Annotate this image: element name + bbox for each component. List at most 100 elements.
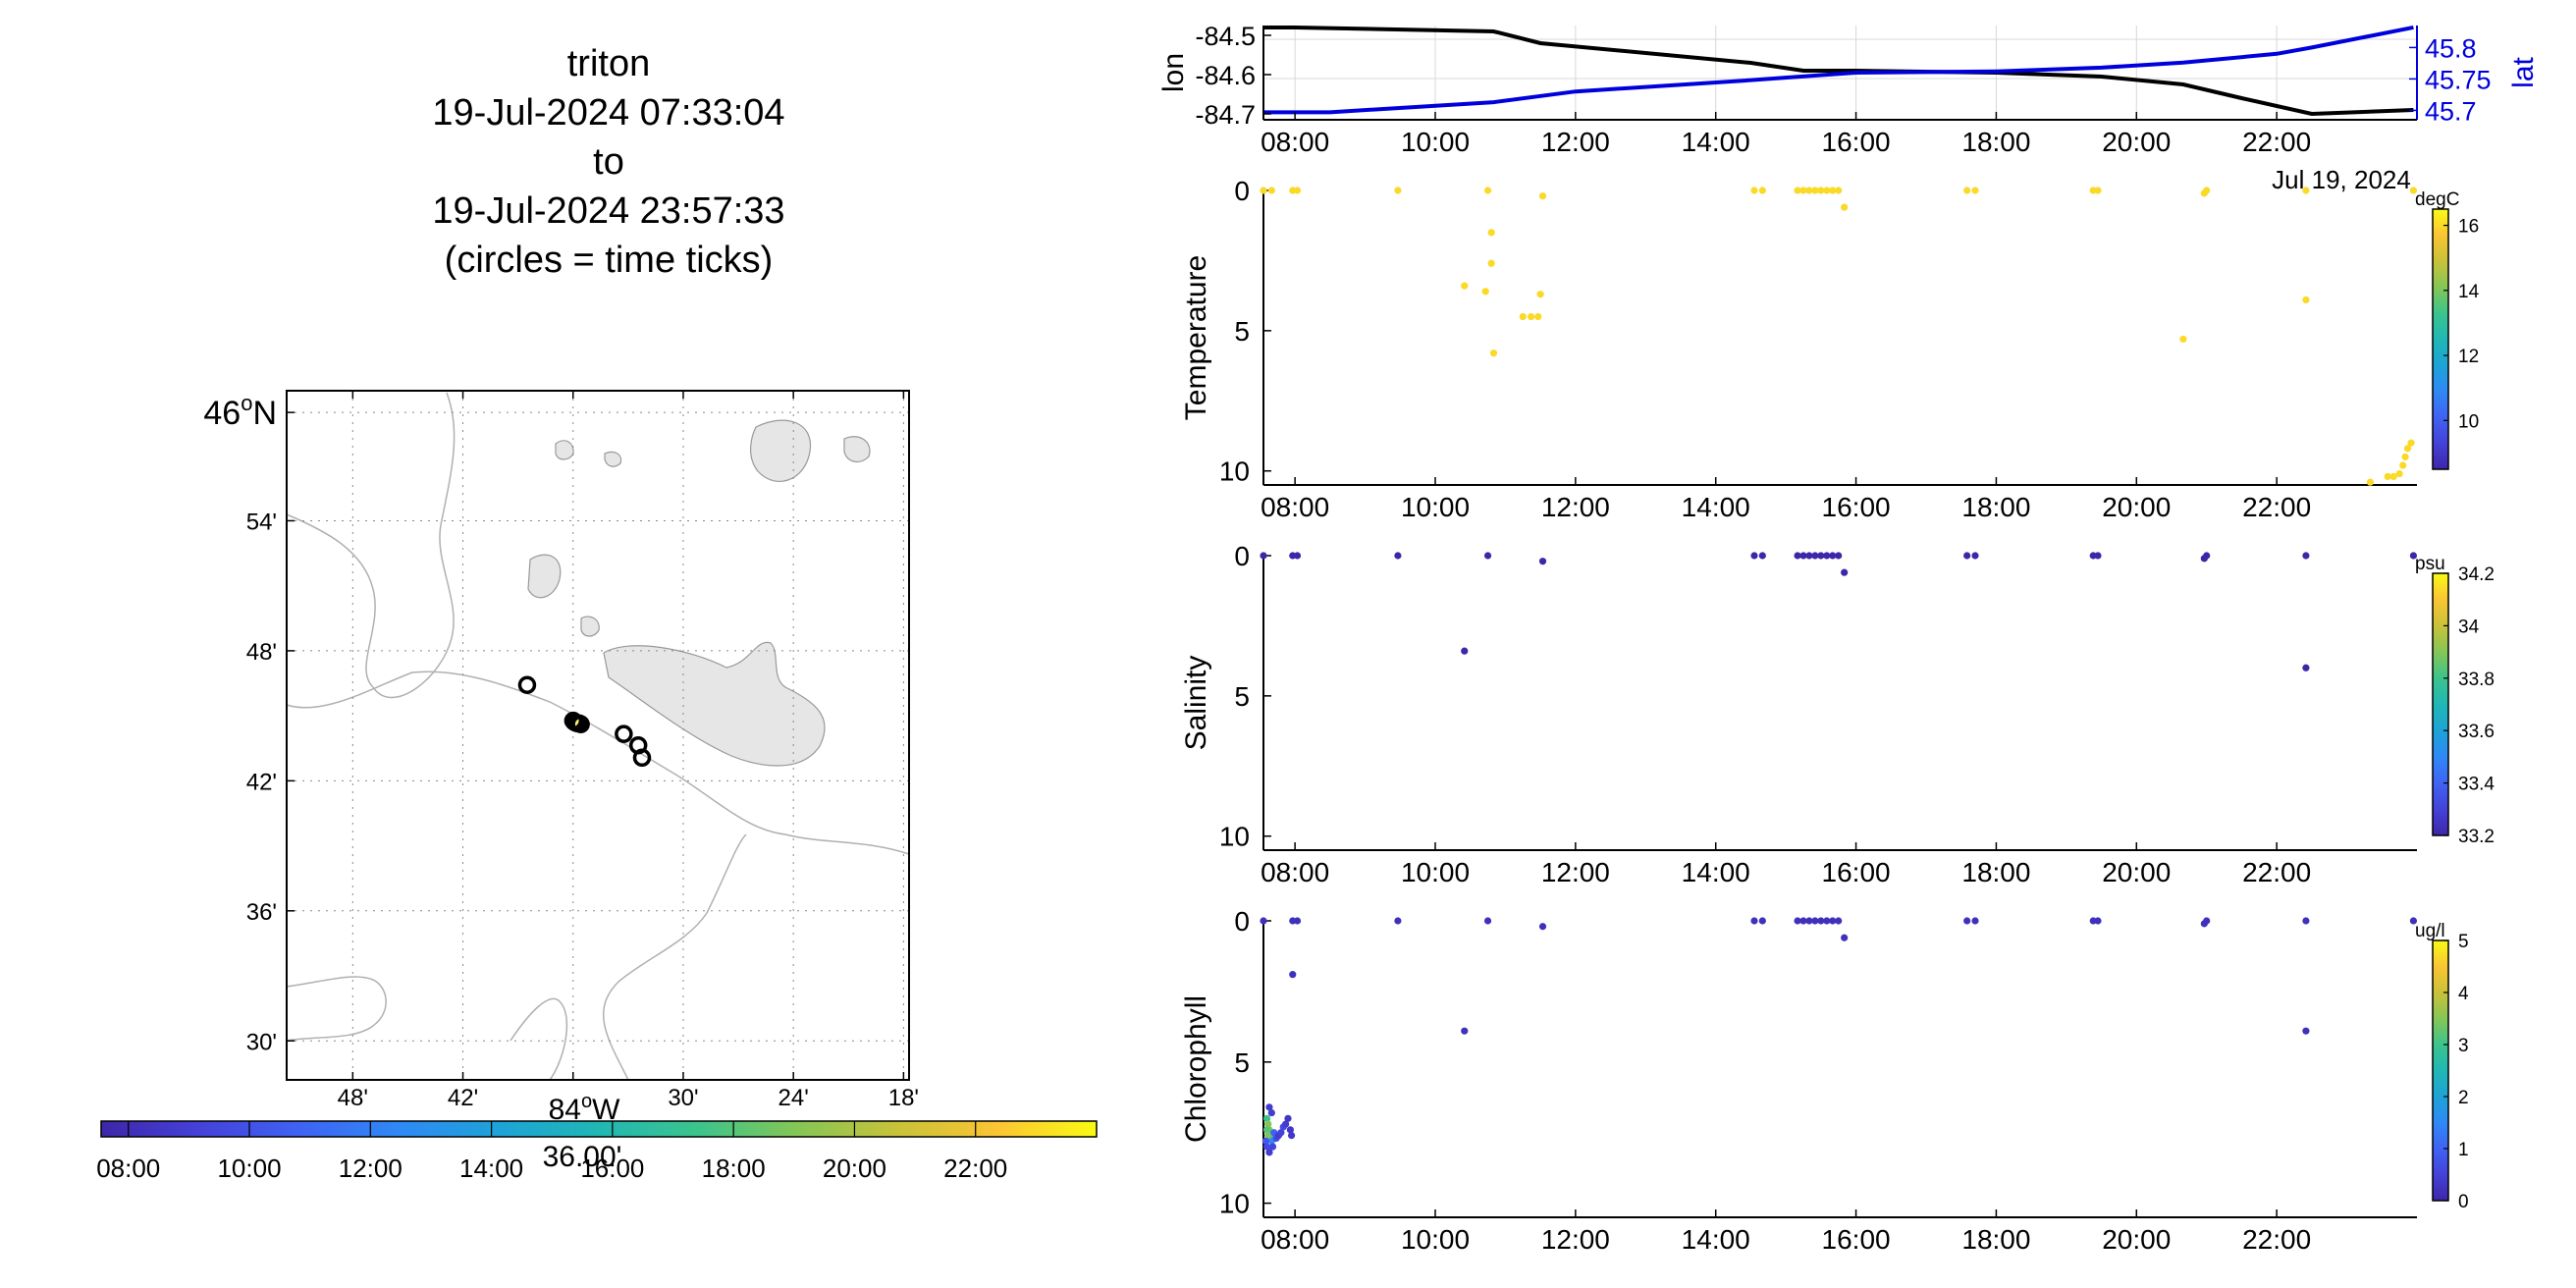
data-point bbox=[1394, 187, 1402, 194]
colorbar-label: 3 bbox=[2458, 1036, 2469, 1056]
data-point bbox=[1823, 552, 1831, 560]
x-tick-label: 16:00 bbox=[1822, 857, 1891, 887]
colorbar-label: 0 bbox=[2458, 1192, 2469, 1212]
data-point bbox=[1794, 552, 1801, 560]
data-point bbox=[1282, 1120, 1290, 1128]
data-point bbox=[2366, 478, 2374, 486]
track-circle bbox=[517, 675, 537, 694]
y-axis-label: Chlorophyll bbox=[1180, 995, 1212, 1143]
island-small bbox=[527, 554, 562, 599]
data-point bbox=[1829, 917, 1837, 925]
y2-tick-label: 45.7 bbox=[2425, 96, 2477, 126]
track-circle bbox=[571, 715, 590, 733]
data-point bbox=[1971, 917, 1979, 925]
colorbar-label: 1 bbox=[2458, 1140, 2469, 1160]
colorbar-label: 33.8 bbox=[2458, 670, 2495, 690]
data-point bbox=[1461, 1027, 1469, 1035]
y2-axis-label: lat bbox=[2507, 56, 2540, 87]
coastline-south bbox=[603, 833, 747, 1081]
x-tick-label: 08:00 bbox=[1261, 1224, 1329, 1255]
data-point bbox=[1794, 917, 1801, 925]
map-lon-label: 18' bbox=[888, 1085, 919, 1111]
time-colorbar-label: 22:00 bbox=[943, 1154, 1007, 1183]
map-lon-label: 30' bbox=[668, 1085, 698, 1111]
track-circle bbox=[632, 748, 652, 768]
x-tick-label: 14:00 bbox=[1682, 127, 1750, 157]
x-tick-label: 12:00 bbox=[1541, 1224, 1610, 1255]
time-colorbar-label: 18:00 bbox=[702, 1154, 766, 1183]
data-point bbox=[1823, 187, 1831, 194]
data-point bbox=[1835, 917, 1843, 925]
lat-series-line bbox=[1263, 25, 2414, 115]
y-tick-label: 5 bbox=[1234, 681, 1250, 712]
x-tick-label: 16:00 bbox=[1822, 127, 1891, 157]
data-point bbox=[1841, 568, 1849, 576]
y-tick-label: 0 bbox=[1234, 541, 1250, 571]
x-tick-label: 10:00 bbox=[1401, 127, 1470, 157]
data-point bbox=[1487, 229, 1495, 237]
time-colorbar-label: 20:00 bbox=[823, 1154, 886, 1183]
x-tick-label: 22:00 bbox=[2242, 492, 2311, 522]
x-tick-label: 08:00 bbox=[1261, 492, 1329, 522]
colorbar-label: 14 bbox=[2458, 282, 2480, 302]
data-point bbox=[1262, 1114, 1271, 1122]
colorbar-label: 33.4 bbox=[2458, 775, 2495, 795]
data-point bbox=[2302, 1027, 2310, 1035]
island-north bbox=[555, 440, 574, 460]
data-point bbox=[1528, 312, 1535, 321]
colorbar-label: 16 bbox=[2458, 217, 2479, 238]
colorbar-units: psu bbox=[2415, 554, 2445, 574]
title-to: to bbox=[593, 141, 624, 183]
x-tick-label: 20:00 bbox=[2102, 857, 2171, 887]
title-vehicle: triton bbox=[566, 43, 651, 84]
data-point bbox=[1835, 187, 1843, 194]
colorbar-label: 5 bbox=[2458, 932, 2469, 952]
time-colorbar-label: 16:00 bbox=[580, 1154, 644, 1183]
data-point bbox=[1481, 288, 1489, 295]
data-point bbox=[1805, 917, 1813, 925]
data-point bbox=[2395, 469, 2403, 478]
data-point bbox=[1758, 917, 1766, 925]
data-point bbox=[1461, 282, 1469, 290]
data-point bbox=[1758, 187, 1766, 194]
x-tick-label: 16:00 bbox=[1822, 492, 1891, 522]
data-point bbox=[1817, 552, 1825, 560]
island-northeast-2 bbox=[843, 436, 871, 463]
data-point bbox=[1293, 917, 1302, 925]
data-point bbox=[1750, 187, 1758, 194]
x-tick-label: 22:00 bbox=[2242, 1224, 2311, 1255]
island-northeast bbox=[750, 419, 812, 482]
colorbar-units: degC bbox=[2415, 189, 2459, 210]
data-point bbox=[2203, 917, 2211, 925]
data-point bbox=[1260, 187, 1267, 194]
x-tick-label: 10:00 bbox=[1401, 492, 1470, 522]
data-point bbox=[1811, 187, 1819, 194]
island-tiny bbox=[580, 616, 600, 637]
data-point bbox=[2409, 187, 2418, 194]
data-point bbox=[1971, 187, 1979, 194]
data-point bbox=[1487, 259, 1495, 267]
map-lat-label: 46oN bbox=[203, 391, 277, 432]
colorbar-label: 4 bbox=[2458, 984, 2469, 1004]
data-point bbox=[2203, 552, 2211, 560]
data-point bbox=[2094, 187, 2102, 194]
data-point bbox=[1538, 558, 1547, 565]
x-tick-label: 12:00 bbox=[1541, 492, 1610, 522]
data-point bbox=[1289, 971, 1297, 979]
colorbar-label: 10 bbox=[2458, 411, 2479, 432]
y2-tick-label: 45.75 bbox=[2425, 65, 2492, 94]
colorbar-label: 34.2 bbox=[2458, 564, 2495, 585]
data-point bbox=[1805, 187, 1813, 194]
data-point bbox=[1835, 552, 1843, 560]
time-colorbar bbox=[100, 1120, 1098, 1138]
data-point bbox=[1293, 187, 1302, 194]
colorbar-units: ug/l bbox=[2415, 921, 2445, 941]
y2-tick-label: 45.8 bbox=[2425, 33, 2477, 63]
data-point bbox=[1265, 1149, 1273, 1156]
y-tick-label: 0 bbox=[1234, 176, 1250, 206]
data-point bbox=[2409, 552, 2418, 560]
y-axis-label: Salinity bbox=[1180, 656, 1212, 751]
coastline-southwest bbox=[286, 976, 387, 1042]
data-point bbox=[2203, 187, 2211, 194]
data-point bbox=[2389, 472, 2397, 481]
